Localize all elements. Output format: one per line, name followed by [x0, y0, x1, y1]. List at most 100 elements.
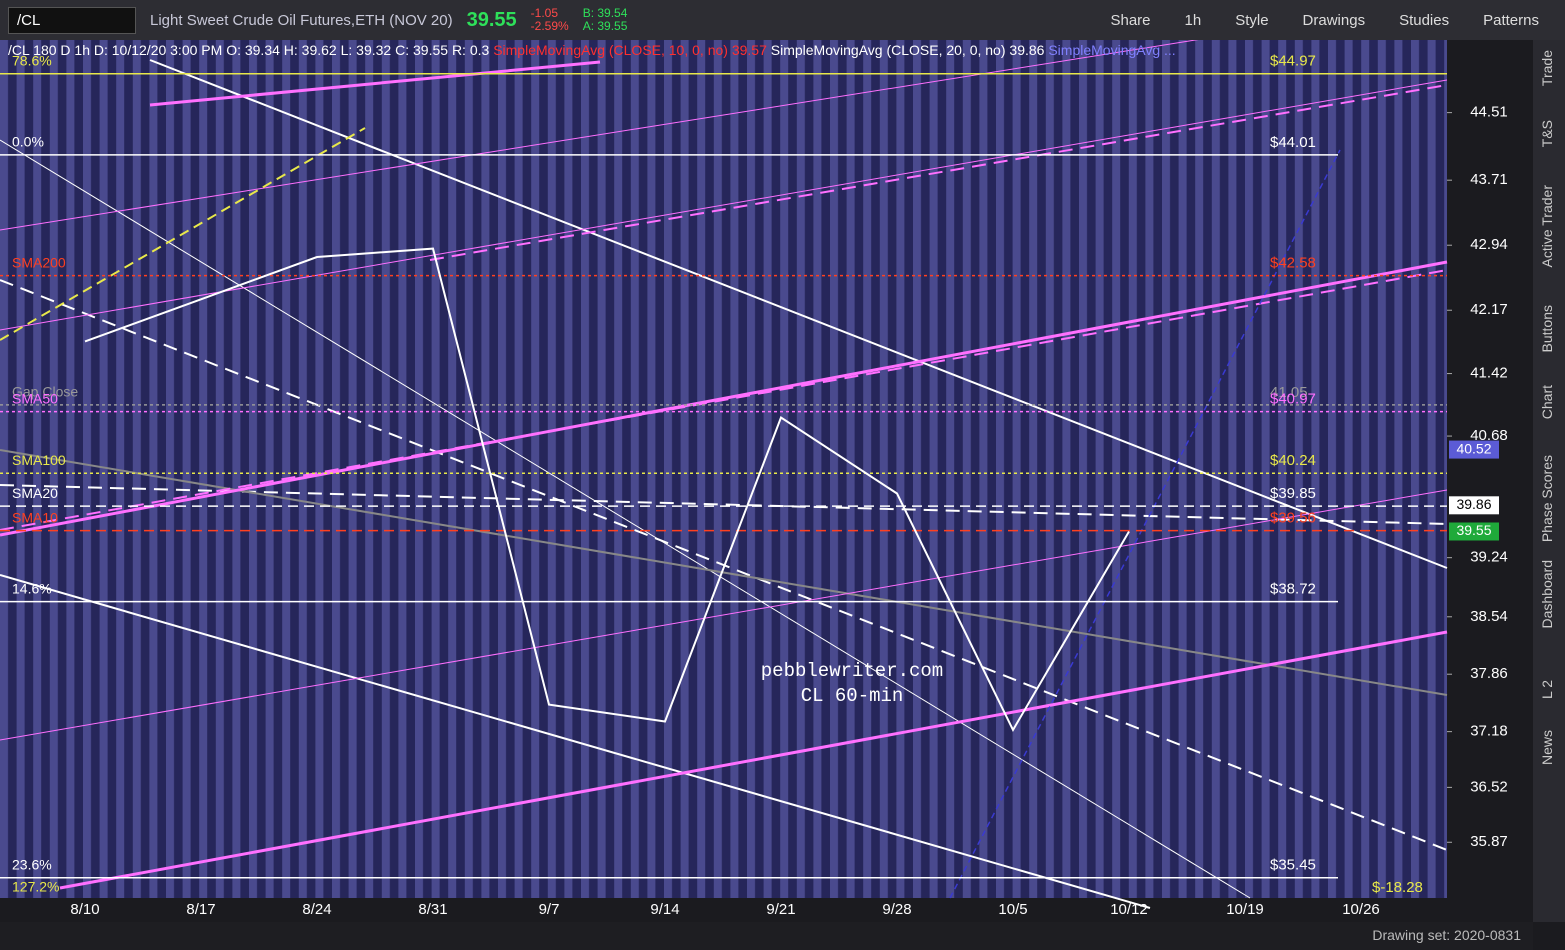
y-tick-label: 42.17: [1470, 301, 1508, 318]
change: -1.05 -2.59%: [531, 7, 569, 33]
y-tick-label: 37.18: [1470, 723, 1508, 740]
bid: B: 39.54: [582, 6, 628, 20]
trendlines: [0, 40, 1448, 909]
axis-tag: [1449, 522, 1499, 541]
axis-tag-label: 40.52: [1456, 440, 1491, 456]
study-name: SimpleMovingAvg (CLOSE, 20, 0, no): [771, 42, 1006, 58]
side-tab[interactable]: L 2: [1539, 680, 1555, 699]
study-value: 39.86: [1009, 42, 1044, 58]
y-tick-label: 41.42: [1470, 365, 1508, 382]
toolbar-button[interactable]: Drawings: [1302, 11, 1366, 29]
side-tab[interactable]: Trade: [1539, 50, 1555, 87]
toolbar-buttons: Share 1h Style Drawings Studies Patterns: [1104, 12, 1545, 29]
side-tab[interactable]: Chart: [1539, 385, 1555, 420]
y-tick-label: 44.51: [1470, 104, 1508, 121]
toolbar-button[interactable]: Style: [1235, 11, 1269, 29]
level-tag: 78.6%: [12, 52, 52, 68]
x-tick-label: 9/7: [539, 901, 560, 918]
y-tick-label: 38.54: [1470, 608, 1508, 625]
drawing-set: Drawing set: 2020-0831: [1372, 927, 1521, 943]
header-item: R: 0.3: [452, 42, 490, 58]
side-tab[interactable]: T&S: [1539, 120, 1555, 148]
level-tag: SMA100: [12, 452, 66, 468]
level-tag: Gap Close: [12, 384, 78, 400]
header-item: D: 10/12/20 3:00 PM: [94, 42, 222, 58]
y-tick-label: 40.68: [1470, 427, 1508, 444]
level-label: $42.58: [1270, 255, 1316, 272]
study-value: 39.57: [732, 42, 767, 58]
axis-tag: [1449, 440, 1499, 459]
header-item: C: 39.55: [395, 42, 448, 58]
last-price: 39.55: [466, 8, 517, 31]
header-item: L: 39.32: [341, 42, 392, 58]
x-tick-label: 10/12: [1110, 901, 1148, 918]
side-tab[interactable]: Buttons: [1539, 305, 1555, 353]
side-tab[interactable]: Active Trader: [1539, 185, 1555, 268]
y-tick-label: 35.87: [1470, 833, 1508, 850]
level-label: $44.01: [1270, 134, 1316, 151]
y-tick-label: 43.71: [1470, 171, 1508, 188]
x-tick-label: 8/31: [418, 901, 447, 918]
extension-label: $-18.28: [1372, 879, 1423, 896]
level-label: $40.97: [1270, 391, 1316, 408]
side-tabs: Trade T&S Active Trader Buttons Chart Phase S…: [1533, 40, 1565, 922]
y-tick-label: 37.86: [1470, 665, 1508, 682]
level-label: $35.45: [1270, 857, 1316, 874]
axis-tag-label: 39.86: [1456, 496, 1491, 512]
plot-background: [0, 40, 1447, 898]
toolbar-button[interactable]: 1h: [1184, 11, 1202, 29]
x-tick-label: 10/26: [1342, 901, 1380, 918]
change-pct: -2.59%: [530, 19, 569, 33]
footer: Drawing set: 2020-0831: [0, 922, 1533, 950]
x-tick-label: 8/24: [302, 901, 331, 918]
watermark: CL 60-min: [801, 685, 904, 707]
toolbar-button[interactable]: Share: [1110, 11, 1151, 29]
y-tick-label: 42.94: [1470, 236, 1508, 253]
price-axis-bg: [1447, 40, 1533, 898]
axis-tag: [1449, 496, 1499, 515]
level-label: $39.56: [1270, 510, 1316, 527]
toolbar-button[interactable]: Patterns: [1483, 11, 1539, 29]
watermark: pebblewriter.com: [761, 660, 943, 682]
level-tag: SMA20: [12, 485, 58, 501]
level-tag: 14.6%: [12, 580, 52, 596]
x-tick-label: 10/19: [1226, 901, 1264, 918]
x-tick-label: 9/14: [650, 901, 679, 918]
y-tick-label: 39.24: [1470, 549, 1508, 566]
level-label: 41.05: [1270, 384, 1308, 401]
level-tag: SMA10: [12, 509, 58, 525]
level-tag: SMA50: [12, 390, 58, 406]
study-name: SimpleMovingAvg ...: [1048, 42, 1175, 58]
side-tab[interactable]: News: [1539, 730, 1555, 766]
header-item: O: 39.34: [226, 42, 280, 58]
x-tick-label: 8/17: [186, 901, 215, 918]
level-label: $38.72: [1270, 581, 1316, 598]
chart-header: /CL 180 D 1h D: 10/12/20 3:00 PM O: 39.3…: [8, 42, 1176, 58]
level-label: $44.97: [1270, 53, 1316, 70]
x-tick-label: 9/21: [766, 901, 795, 918]
toolbar: /CL Light Sweet Crude Oil Futures,ETH (N…: [0, 0, 1565, 40]
x-tick-label: 8/10: [70, 901, 99, 918]
chart: /CL 180 D 1h D: 10/12/20 3:00 PM O: 39.3…: [0, 40, 1533, 918]
y-tick-label: 36.52: [1470, 778, 1508, 795]
toolbar-button[interactable]: Studies: [1399, 11, 1450, 29]
header-item: H: 39.62: [284, 42, 337, 58]
level-tag: 23.6%: [12, 856, 52, 872]
change-abs: -1.05: [530, 6, 559, 20]
extension-tag: 127.2%: [12, 879, 59, 895]
ask: A: 39.55: [582, 19, 628, 33]
level-label: $40.24: [1270, 452, 1316, 469]
study-name: SimpleMovingAvg (CLOSE, 10, 0, no): [493, 42, 728, 58]
side-tab[interactable]: Dashboard: [1539, 560, 1555, 629]
description: Light Sweet Crude Oil Futures,ETH (NOV 2…: [150, 11, 453, 29]
level-tag: 0.0%: [12, 134, 44, 150]
side-tab[interactable]: Phase Scores: [1539, 455, 1555, 543]
x-tick-label: 9/28: [882, 901, 911, 918]
level-label: $39.85: [1270, 485, 1316, 502]
close-line: [84, 247, 1130, 733]
bid-ask: B: 39.54 A: 39.55: [583, 7, 628, 33]
header-item: /CL 180 D 1h: [8, 42, 90, 58]
level-tag: SMA200: [12, 254, 66, 270]
symbol-box[interactable]: /CL: [8, 6, 136, 34]
